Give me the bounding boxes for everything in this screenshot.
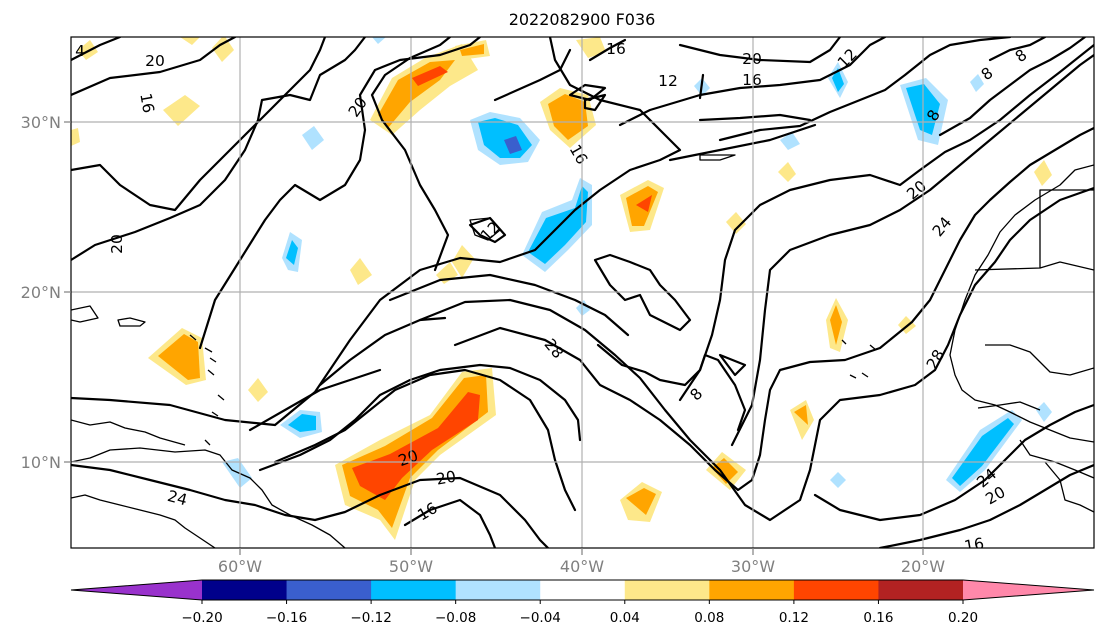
lon-label: 60°W	[218, 557, 262, 576]
contour-label: 16	[606, 40, 626, 58]
anomaly-positive-patch	[576, 37, 606, 58]
anomaly-positive-patch	[794, 405, 808, 425]
lon-label: 40°W	[560, 557, 604, 576]
lon-label: 30°W	[731, 557, 775, 576]
anomaly-negative-patch	[504, 136, 522, 154]
anomaly-positive-patch	[830, 305, 842, 345]
colorbar-tick-label: −0.12	[350, 610, 391, 626]
colorbar-segment	[878, 580, 964, 600]
lat-label: 30°N	[21, 113, 61, 132]
anomaly-negative-patch	[952, 418, 1014, 486]
anomaly-negative-patch	[830, 472, 846, 488]
anomaly-negative-patch	[970, 74, 984, 92]
colorbar-segment	[540, 580, 626, 600]
anomaly-negative-patch	[528, 186, 588, 264]
anomaly-positive-patch	[636, 195, 652, 212]
map-panel: 4 20 16 20 16 12 20 16 12 8 8 8 16 20 20…	[71, 37, 1094, 555]
colorbar-extend-high	[963, 580, 1094, 600]
map-title: 2022082900 F036	[509, 10, 656, 29]
colorbar-segment	[709, 580, 795, 600]
lat-label: 20°N	[21, 283, 61, 302]
anomaly-positive-patch	[460, 44, 484, 56]
contour-label: 24	[165, 487, 189, 509]
contour-label: 20	[108, 234, 126, 254]
lon-label: 50°W	[389, 557, 433, 576]
anomaly-positive-patch	[248, 378, 268, 402]
contour-label: 12	[658, 72, 678, 90]
colorbar-tick-label: 0.16	[863, 610, 893, 626]
colorbar-segment	[455, 580, 541, 600]
contour-label: 20	[435, 467, 458, 488]
colorbar-tick-label: −0.20	[181, 610, 222, 626]
lat-label: 10°N	[21, 453, 61, 472]
lon-labels: 60°W 50°W 40°W 30°W 20°W	[218, 557, 945, 576]
colorbar-segment	[286, 580, 372, 600]
anomaly-positive-patch	[212, 37, 234, 62]
anomaly-positive-patch	[778, 162, 796, 182]
lat-tick-marks	[64, 121, 71, 463]
anomaly-positive-patch	[626, 488, 656, 515]
anomaly-negative-patch	[286, 240, 298, 265]
contour-lines	[71, 37, 1094, 548]
colorbar-extend-low	[71, 580, 202, 600]
colorbar-tick-label: 0.04	[610, 610, 640, 626]
anomaly-positive-patch	[712, 458, 738, 484]
contour-label: 16	[963, 534, 986, 555]
contour-label: 16	[136, 92, 157, 115]
anomaly-negative-patch	[1036, 402, 1052, 422]
colorbar-tick-label: −0.08	[435, 610, 476, 626]
anomaly-negative-patch	[372, 37, 386, 44]
colorbar-segment	[624, 580, 710, 600]
anomaly-positive-patch	[180, 37, 200, 45]
colorbar: −0.20 −0.16 −0.12 −0.08 −0.04 0.04 0.08 0.12 0.1…	[70, 579, 1095, 626]
anomaly-positive-patch	[726, 212, 746, 234]
colorbar-tick-label: −0.04	[520, 610, 561, 626]
colorbar-tick-label: 0.12	[779, 610, 809, 626]
anomaly-positive-patch	[350, 258, 372, 285]
anomaly-positive-patch	[790, 400, 814, 440]
colorbar-tick-label: −0.16	[266, 610, 307, 626]
lon-tick-marks	[239, 548, 924, 555]
anomaly-positive-patch	[1034, 160, 1052, 186]
colorbar-tick-label: 0.08	[694, 610, 724, 626]
colorbar-segment	[202, 580, 288, 600]
colorbar-tick-label: 0.20	[948, 610, 978, 626]
shaded-anomalies	[71, 37, 1052, 540]
colorbar-segment	[793, 580, 879, 600]
anomaly-positive-patch	[452, 245, 474, 278]
contour-label: 20	[396, 446, 421, 470]
gridlines	[71, 37, 1094, 548]
anomaly-positive-patch	[412, 66, 448, 86]
lat-labels: 30°N 20°N 10°N	[21, 113, 61, 472]
anomaly-positive-patch	[71, 128, 80, 146]
anomaly-negative-patch	[222, 458, 252, 488]
anomaly-positive-patch	[158, 334, 200, 380]
colorbar-segment	[371, 580, 457, 600]
anomaly-positive-patch	[163, 95, 200, 126]
anomaly-negative-patch	[780, 132, 800, 150]
anomaly-negative-patch	[288, 414, 316, 432]
contour-label: 16	[742, 71, 762, 89]
anomaly-negative-patch	[576, 300, 590, 316]
anomaly-positive-patch	[352, 392, 480, 500]
contour-label: 20	[145, 52, 165, 70]
lon-label: 20°W	[901, 557, 945, 576]
contour-label: 4	[75, 42, 85, 60]
anomaly-negative-patch	[832, 68, 844, 92]
contour-label: 20	[742, 50, 762, 68]
anomaly-positive-patch	[548, 94, 588, 140]
anomaly-negative-patch	[302, 126, 324, 150]
